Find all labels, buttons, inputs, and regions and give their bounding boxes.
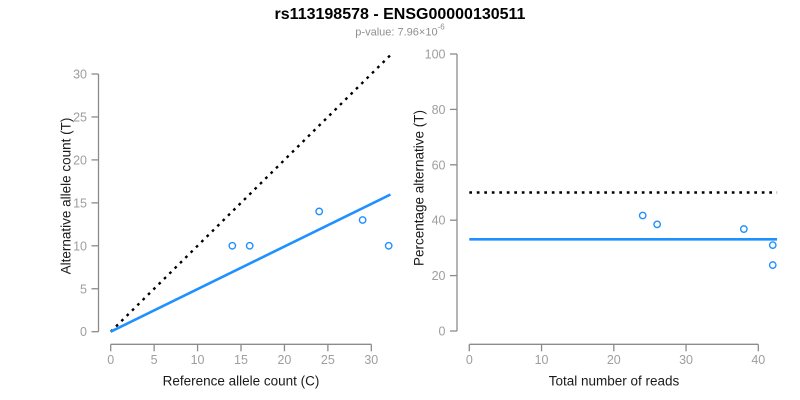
data-point [768, 241, 777, 250]
y-tick-label: 0 [80, 325, 87, 339]
x-tick-label: 30 [679, 353, 693, 367]
data-point [739, 225, 748, 233]
data-point [315, 207, 324, 216]
x-tick-label: 20 [277, 353, 291, 367]
x-tick-label: 20 [607, 353, 621, 367]
y-tick-label: 40 [432, 214, 446, 228]
x-tick-label: 10 [535, 353, 549, 367]
x-tick-label: 15 [234, 353, 248, 367]
y-tick-label: 15 [73, 196, 87, 210]
y-axis-title-left: Alternative allele count (T) [58, 117, 74, 275]
data-point [768, 261, 777, 269]
p-value-label: p-value: 7.96×10-6 [355, 22, 445, 39]
data-point [384, 241, 393, 250]
y-tick-label: 0 [439, 325, 446, 339]
panel-percentage-alternative: 0 10 20 30 40 0 20 40 60 80 100 [425, 48, 778, 367]
data-point [228, 241, 237, 250]
x-tick-label: 0 [107, 353, 114, 367]
p-value-text: p-value: 7.96×10 [355, 26, 438, 39]
page-title: rs113198578 - ENSG00000130511 [274, 6, 526, 23]
y-axis-title-right: Percentage alternative (T) [411, 109, 427, 267]
data-point [358, 216, 367, 224]
x-tick-label: 30 [364, 353, 378, 367]
y-tick-label: 5 [80, 282, 87, 296]
x-tick-label: 5 [151, 353, 158, 367]
y-tick-label: 20 [432, 269, 446, 283]
fit-line [110, 193, 391, 333]
panel-allele-counts: 0 5 10 15 20 25 30 0 5 10 15 20 25 30 [73, 54, 393, 367]
y-tick-label: 80 [432, 103, 446, 117]
x-tick-label: 40 [751, 353, 765, 367]
y-tick-label: 100 [425, 48, 446, 62]
x-axis-title-right: Total number of reads [548, 373, 680, 389]
data-point [653, 220, 662, 229]
x-tick-label: 0 [466, 353, 473, 367]
y-tick-label: 25 [73, 110, 87, 124]
x-tick-label: 10 [191, 353, 205, 367]
y-tick-label: 60 [432, 158, 446, 172]
x-axis-title-left: Reference allele count (C) [162, 373, 320, 389]
x-tick-label: 25 [321, 353, 335, 367]
y-tick-label: 20 [73, 153, 87, 167]
data-point [638, 211, 647, 220]
y-tick-label: 30 [73, 68, 87, 82]
data-point [245, 241, 254, 250]
p-value-exponent: -6 [437, 22, 445, 32]
identity-line [109, 54, 392, 333]
y-tick-label: 10 [73, 239, 87, 253]
